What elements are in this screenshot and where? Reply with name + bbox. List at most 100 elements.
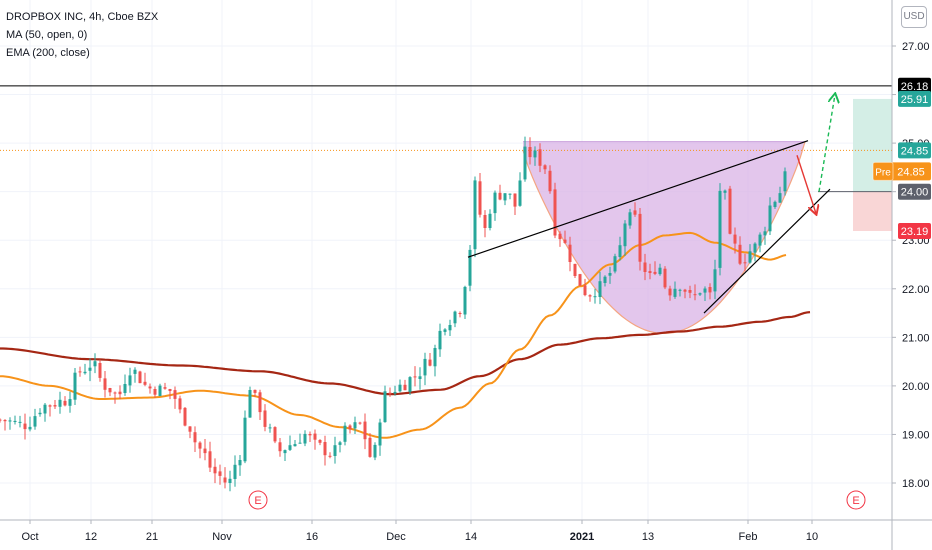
x-tick-label: 12 bbox=[85, 531, 97, 543]
candle-body bbox=[388, 392, 392, 394]
candle-body bbox=[418, 376, 422, 379]
candle-body bbox=[248, 390, 252, 418]
candle-body bbox=[763, 231, 767, 236]
candle-body bbox=[503, 193, 507, 201]
x-tick-label: Dec bbox=[386, 531, 406, 543]
earnings-marker[interactable]: E bbox=[248, 490, 268, 510]
candle-body bbox=[693, 294, 697, 296]
candle-body bbox=[233, 464, 237, 479]
candle-body bbox=[448, 325, 452, 331]
svg-text:24.85: 24.85 bbox=[897, 166, 925, 178]
candle-body bbox=[138, 371, 142, 384]
candle-body bbox=[608, 273, 612, 276]
candle-body bbox=[628, 212, 632, 226]
candle-body bbox=[193, 432, 197, 443]
candle-body bbox=[243, 417, 247, 462]
ma-indicator-label[interactable]: MA (50, open, 0) bbox=[6, 29, 88, 41]
price-label-entry bbox=[898, 183, 931, 200]
candle-body bbox=[728, 188, 732, 234]
candle-body bbox=[158, 385, 162, 397]
candle-body bbox=[198, 442, 202, 449]
candle-body bbox=[508, 193, 512, 195]
candle-body bbox=[133, 369, 137, 374]
candle-body bbox=[163, 387, 167, 389]
candle-body bbox=[643, 262, 647, 272]
candle-body bbox=[23, 423, 27, 430]
price-label-resistance-text: 26.18 bbox=[901, 81, 929, 93]
candle-body bbox=[718, 190, 722, 268]
price-label-stop bbox=[898, 223, 931, 239]
ema-path bbox=[0, 311, 811, 396]
candle-body bbox=[768, 205, 772, 232]
candle-body bbox=[743, 262, 747, 264]
candle-body bbox=[493, 192, 497, 214]
stop-zone bbox=[853, 191, 892, 231]
svg-text:E: E bbox=[852, 495, 859, 507]
price-label-resistance bbox=[898, 77, 931, 94]
candle-body bbox=[483, 215, 487, 228]
candle-body bbox=[738, 244, 742, 264]
candle-body bbox=[113, 392, 117, 394]
candle-body bbox=[123, 384, 127, 393]
pre-market-badge: Pre 24.85 bbox=[872, 161, 931, 181]
x-tick-label: 10 bbox=[806, 531, 818, 543]
candle-body bbox=[353, 422, 357, 429]
candle-body bbox=[308, 434, 312, 436]
candle-body bbox=[713, 269, 717, 292]
candle-body bbox=[48, 405, 52, 407]
candles bbox=[0, 136, 787, 492]
candle-body bbox=[568, 244, 572, 262]
candle-body bbox=[288, 445, 292, 450]
candle-body bbox=[153, 389, 157, 395]
y-tick-label: 19.00 bbox=[902, 429, 930, 441]
y-tick-label: 18.00 bbox=[902, 478, 930, 490]
horizontal-lines bbox=[0, 85, 892, 151]
x-tick-label: 13 bbox=[642, 531, 654, 543]
candle-body bbox=[238, 460, 242, 466]
candle-body bbox=[188, 426, 192, 432]
candle-body bbox=[398, 384, 402, 392]
candle-body bbox=[323, 442, 327, 456]
candle-body bbox=[98, 363, 102, 378]
candle-body bbox=[548, 170, 552, 192]
candle-body bbox=[283, 450, 287, 454]
candle-body bbox=[8, 420, 12, 422]
candle-body bbox=[383, 391, 387, 423]
x-tick-label: Feb bbox=[739, 531, 758, 543]
ma-50-line bbox=[0, 231, 787, 439]
candle-body bbox=[513, 193, 517, 207]
upper-trendline[interactable] bbox=[467, 140, 809, 258]
candle-body bbox=[28, 426, 32, 430]
target-arrow bbox=[818, 95, 835, 192]
svg-text:E: E bbox=[254, 495, 261, 507]
candle-body bbox=[698, 293, 702, 295]
symbol-title[interactable]: DROPBOX INC, 4h, Cboe BZX bbox=[6, 11, 159, 23]
candle-body bbox=[168, 389, 172, 391]
candle-body bbox=[278, 442, 282, 452]
candle-body bbox=[658, 267, 662, 275]
candle-body bbox=[603, 276, 607, 283]
candle-body bbox=[753, 243, 757, 253]
earnings-marker[interactable]: E bbox=[846, 490, 866, 510]
candle-body bbox=[478, 181, 482, 215]
candle-body bbox=[173, 390, 177, 399]
candle-body bbox=[33, 416, 37, 427]
candle-body bbox=[333, 445, 337, 456]
x-tick-label: 16 bbox=[306, 531, 318, 543]
candle-body bbox=[703, 288, 707, 293]
candle-body bbox=[293, 444, 297, 447]
candle-body bbox=[453, 311, 457, 324]
candle-body bbox=[778, 193, 782, 203]
price-label-target-text: 25.91 bbox=[901, 94, 929, 106]
candle-body bbox=[458, 313, 462, 314]
candle-body bbox=[103, 378, 107, 390]
currency-button[interactable]: USD bbox=[901, 6, 927, 28]
candle-body bbox=[668, 288, 672, 296]
candle-body bbox=[373, 444, 377, 458]
candle-body bbox=[328, 455, 332, 457]
candle-body bbox=[663, 268, 667, 288]
ema-indicator-label[interactable]: EMA (200, close) bbox=[6, 47, 90, 59]
